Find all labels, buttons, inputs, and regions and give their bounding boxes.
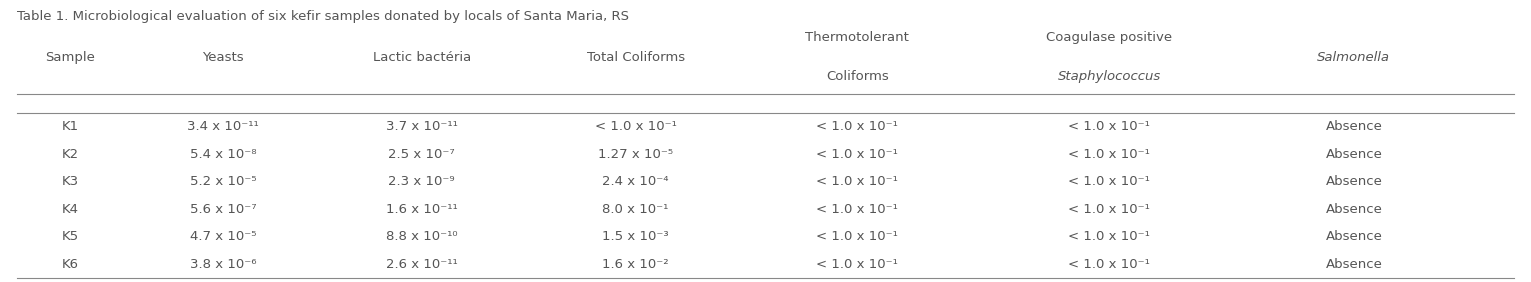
Text: 1.6 x 10⁻¹¹: 1.6 x 10⁻¹¹ — [386, 203, 458, 216]
Text: 2.3 x 10⁻⁹: 2.3 x 10⁻⁹ — [389, 175, 455, 188]
Text: 8.8 x 10⁻¹⁰: 8.8 x 10⁻¹⁰ — [386, 230, 458, 243]
Text: Absence: Absence — [1326, 257, 1382, 271]
Text: Coliforms: Coliforms — [825, 70, 888, 83]
Text: < 1.0 x 10⁻¹: < 1.0 x 10⁻¹ — [1069, 230, 1150, 243]
Text: < 1.0 x 10⁻¹: < 1.0 x 10⁻¹ — [816, 203, 899, 216]
Text: < 1.0 x 10⁻¹: < 1.0 x 10⁻¹ — [1069, 175, 1150, 188]
Text: Total Coliforms: Total Coliforms — [586, 51, 684, 64]
Text: Table 1. Microbiological evaluation of six kefir samples donated by locals of Sa: Table 1. Microbiological evaluation of s… — [17, 10, 629, 23]
Text: 5.2 x 10⁻⁵: 5.2 x 10⁻⁵ — [190, 175, 256, 188]
Text: 3.7 x 10⁻¹¹: 3.7 x 10⁻¹¹ — [386, 120, 458, 133]
Text: 1.6 x 10⁻²: 1.6 x 10⁻² — [602, 257, 669, 271]
Text: K2: K2 — [61, 148, 78, 161]
Text: 4.7 x 10⁻⁵: 4.7 x 10⁻⁵ — [190, 230, 256, 243]
Text: < 1.0 x 10⁻¹: < 1.0 x 10⁻¹ — [594, 120, 677, 133]
Text: K6: K6 — [61, 257, 78, 271]
Text: 1.5 x 10⁻³: 1.5 x 10⁻³ — [602, 230, 669, 243]
Text: 3.4 x 10⁻¹¹: 3.4 x 10⁻¹¹ — [187, 120, 259, 133]
Text: Absence: Absence — [1326, 175, 1382, 188]
Text: 2.5 x 10⁻⁷: 2.5 x 10⁻⁷ — [389, 148, 455, 161]
Text: K1: K1 — [61, 120, 78, 133]
Text: 1.27 x 10⁻⁵: 1.27 x 10⁻⁵ — [599, 148, 674, 161]
Text: Thermotolerant: Thermotolerant — [805, 31, 909, 44]
Text: < 1.0 x 10⁻¹: < 1.0 x 10⁻¹ — [1069, 203, 1150, 216]
Text: 5.6 x 10⁻⁷: 5.6 x 10⁻⁷ — [190, 203, 256, 216]
Text: Absence: Absence — [1326, 230, 1382, 243]
Text: Absence: Absence — [1326, 148, 1382, 161]
Text: K5: K5 — [61, 230, 78, 243]
Text: < 1.0 x 10⁻¹: < 1.0 x 10⁻¹ — [1069, 148, 1150, 161]
Text: < 1.0 x 10⁻¹: < 1.0 x 10⁻¹ — [1069, 257, 1150, 271]
Text: Coagulase positive: Coagulase positive — [1046, 31, 1173, 44]
Text: < 1.0 x 10⁻¹: < 1.0 x 10⁻¹ — [816, 148, 899, 161]
Text: 2.4 x 10⁻⁴: 2.4 x 10⁻⁴ — [602, 175, 669, 188]
Text: Absence: Absence — [1326, 120, 1382, 133]
Text: Lactic bactéria: Lactic bactéria — [372, 51, 470, 64]
Text: K3: K3 — [61, 175, 78, 188]
Text: < 1.0 x 10⁻¹: < 1.0 x 10⁻¹ — [816, 230, 899, 243]
Text: < 1.0 x 10⁻¹: < 1.0 x 10⁻¹ — [1069, 120, 1150, 133]
Text: 3.8 x 10⁻⁶: 3.8 x 10⁻⁶ — [190, 257, 256, 271]
Text: Sample: Sample — [46, 51, 95, 64]
Text: Salmonella: Salmonella — [1317, 51, 1390, 64]
Text: Yeasts: Yeasts — [202, 51, 243, 64]
Text: 2.6 x 10⁻¹¹: 2.6 x 10⁻¹¹ — [386, 257, 458, 271]
Text: < 1.0 x 10⁻¹: < 1.0 x 10⁻¹ — [816, 257, 899, 271]
Text: Staphylococcus: Staphylococcus — [1058, 70, 1160, 83]
Text: Absence: Absence — [1326, 203, 1382, 216]
Text: < 1.0 x 10⁻¹: < 1.0 x 10⁻¹ — [816, 120, 899, 133]
Text: 8.0 x 10⁻¹: 8.0 x 10⁻¹ — [602, 203, 669, 216]
Text: K4: K4 — [61, 203, 78, 216]
Text: < 1.0 x 10⁻¹: < 1.0 x 10⁻¹ — [816, 175, 899, 188]
Text: 5.4 x 10⁻⁸: 5.4 x 10⁻⁸ — [190, 148, 256, 161]
